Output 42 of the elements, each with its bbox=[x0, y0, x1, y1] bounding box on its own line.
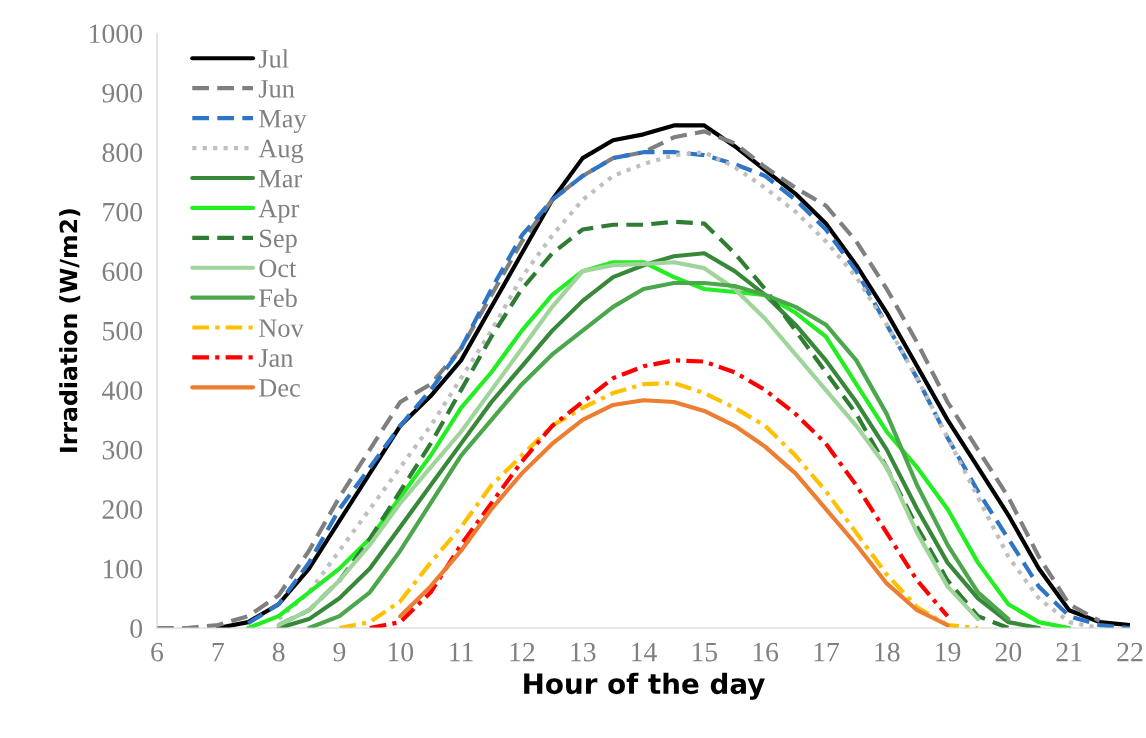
legend-label: Apr bbox=[258, 199, 300, 223]
x-tick-label: 18 bbox=[875, 642, 900, 662]
legend-label: Nov bbox=[259, 319, 304, 337]
x-tick-label: 12 bbox=[510, 642, 535, 662]
legend-label: Jan bbox=[258, 349, 294, 367]
legend-label: Oct bbox=[259, 259, 297, 278]
legend-label: Sep bbox=[260, 229, 297, 253]
y-tick-label: 200 bbox=[102, 500, 143, 519]
y-tick-label: 400 bbox=[101, 381, 143, 401]
x-tick-label: 15 bbox=[692, 642, 718, 662]
x-tick-label: 13 bbox=[571, 642, 596, 662]
x-tick-label: 6 bbox=[151, 642, 164, 662]
x-tick-label: 14 bbox=[632, 642, 657, 662]
x-tick-label: 8 bbox=[272, 642, 285, 662]
x-tick-label: 21 bbox=[1056, 642, 1082, 662]
y-tick-label: 900 bbox=[102, 83, 143, 103]
x-tick-label: 11 bbox=[450, 642, 473, 662]
x-tick-label: 10 bbox=[388, 642, 414, 662]
y-tick-label: 700 bbox=[103, 202, 143, 222]
y-tick-label: 800 bbox=[102, 143, 143, 163]
legend-label: Jun bbox=[258, 80, 295, 98]
y-axis-title: Irradiation (W/m2) bbox=[59, 209, 81, 452]
x-tick-label: 7 bbox=[212, 643, 224, 662]
y-tick-label: 500 bbox=[103, 321, 143, 341]
y-tick-label: 100 bbox=[103, 559, 143, 579]
legend-label: Dec bbox=[259, 379, 300, 397]
legend-label: Mar bbox=[259, 169, 302, 188]
x-tick-label: 22 bbox=[1117, 642, 1143, 662]
x-tick-label: 9 bbox=[333, 642, 346, 662]
legend-label: May bbox=[259, 110, 307, 134]
y-tick-label: 0 bbox=[130, 619, 143, 638]
x-tick-label: 16 bbox=[753, 642, 779, 662]
legend-label: Aug bbox=[258, 139, 304, 163]
legend-label: Jul bbox=[258, 49, 289, 68]
y-tick-label: 600 bbox=[102, 262, 143, 282]
y-tick-label: 300 bbox=[102, 440, 143, 460]
legend-label: Feb bbox=[259, 288, 297, 308]
y-tick-label: 1000 bbox=[90, 24, 143, 44]
x-tick-label: 19 bbox=[936, 642, 961, 662]
x-tick-label: 20 bbox=[995, 642, 1022, 662]
x-axis-title: Hour of the day bbox=[524, 672, 765, 700]
x-tick-label: 17 bbox=[814, 642, 839, 662]
